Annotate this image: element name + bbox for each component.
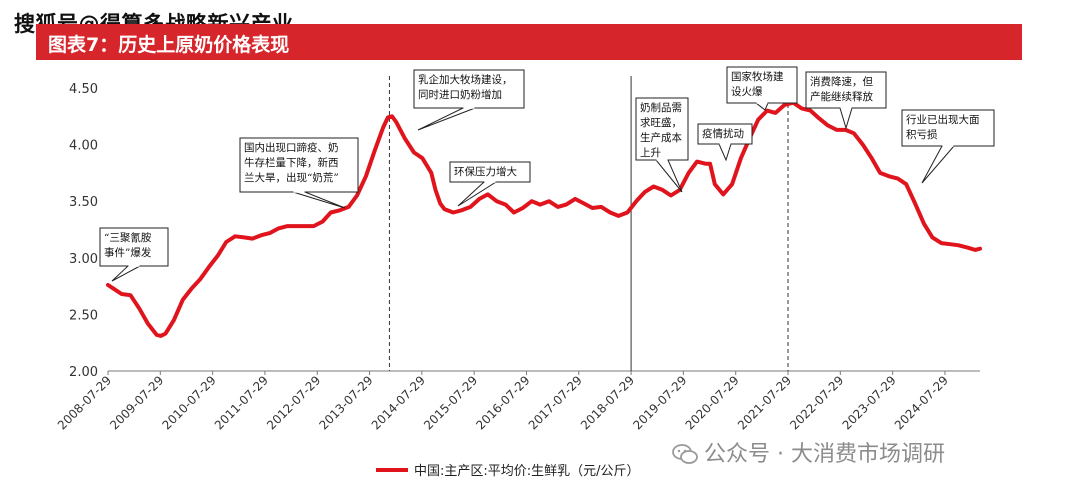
annotation-box: [413, 69, 525, 109]
annotation-text: 牛存栏量下降，新西: [244, 156, 339, 169]
annotation-text: 疫情扰动: [702, 127, 744, 140]
x-tick-label: 2020-07-29: [683, 373, 742, 432]
annotation-text: 设火爆: [731, 85, 763, 98]
annotation-text: 积亏损: [906, 128, 938, 141]
x-tick-label: 2013-07-29: [316, 373, 375, 432]
x-tick-label: 2019-07-29: [630, 373, 689, 432]
y-tick-label: 4.00: [69, 139, 98, 154]
annotation-pointer: [292, 191, 346, 209]
annotation-box: [726, 66, 798, 104]
x-tick-label: 2023-07-29: [840, 373, 899, 432]
y-tick-label: 3.50: [69, 195, 98, 210]
annotation-text: 消费降速，但: [810, 75, 873, 88]
wechat-icon: [672, 444, 698, 464]
chart-title: 图表7：历史上原奶价格表现: [48, 34, 290, 56]
y-tick-label: 3.00: [69, 252, 98, 267]
x-tick-label: 2010-07-29: [160, 373, 219, 432]
x-tick-label: 2017-07-29: [526, 373, 585, 432]
annotation-pointer: [111, 265, 141, 282]
y-tick-label: 2.50: [69, 308, 98, 323]
x-tick-label: 2022-07-29: [787, 373, 846, 432]
x-tick-label: 2008-07-29: [55, 373, 114, 432]
annotation-pointer: [921, 145, 956, 184]
annotation-text: “三聚氰胺: [104, 231, 152, 244]
x-tick-label: 2018-07-29: [578, 373, 637, 432]
annotation-text: 同时进口奶粉增加: [418, 88, 502, 101]
annotation-text: 生产成本: [640, 131, 682, 144]
legend-label: 中国:主产区:平均价:生鲜乳（元/公斤）: [414, 464, 640, 479]
annotation-box: [99, 227, 169, 267]
series-line-raw-milk-price: [106, 100, 982, 338]
annotation-pointer: [839, 107, 853, 130]
x-tick-label: 2012-07-29: [264, 373, 323, 432]
annotation-text: 乳企加大牧场建设，: [418, 73, 513, 86]
watermark-wechat-text: 公众号 · 大消费市场调研: [704, 442, 945, 467]
annotation-text: 行业已出现大面: [906, 113, 980, 126]
annotation-box: [805, 71, 887, 109]
annotation-text: 国内出现口蹄疫、奶: [244, 141, 339, 154]
annotation-box: [239, 137, 359, 193]
annotation-text: 国家牧场建: [731, 70, 784, 83]
annotation-text: 奶制品需: [640, 101, 682, 114]
annotation-pointer: [718, 143, 732, 162]
annotation-box: [901, 109, 995, 147]
x-tick-label: 2014-07-29: [369, 373, 428, 432]
annotation-pointer: [417, 107, 476, 131]
watermark-wechat: 公众号 · 大消费市场调研: [672, 436, 945, 468]
y-tick-label: 2.00: [69, 365, 98, 380]
annotation-text: 环保压力增大: [454, 165, 517, 178]
annotation-text: 上升: [640, 147, 661, 159]
x-tick-label: 2015-07-29: [421, 373, 480, 432]
x-tick-label: 2009-07-29: [107, 373, 166, 432]
annotation-text: 求旺盛，: [640, 116, 682, 129]
title-bar: 图表7：历史上原奶价格表现: [36, 24, 1022, 60]
x-tick-label: 2024-07-29: [892, 373, 951, 432]
x-tick-label: 2011-07-29: [212, 373, 271, 432]
x-tick-label: 2016-07-29: [473, 373, 532, 432]
annotation-box: [635, 97, 689, 161]
annotation-text: 产能继续释放: [810, 90, 873, 103]
annotation-text: 兰大旱，出现“奶荒”: [244, 171, 339, 184]
x-tick-label: 2021-07-29: [735, 373, 794, 432]
annotation-text: 事件”爆发: [104, 246, 152, 259]
y-tick-label: 4.50: [69, 82, 98, 97]
